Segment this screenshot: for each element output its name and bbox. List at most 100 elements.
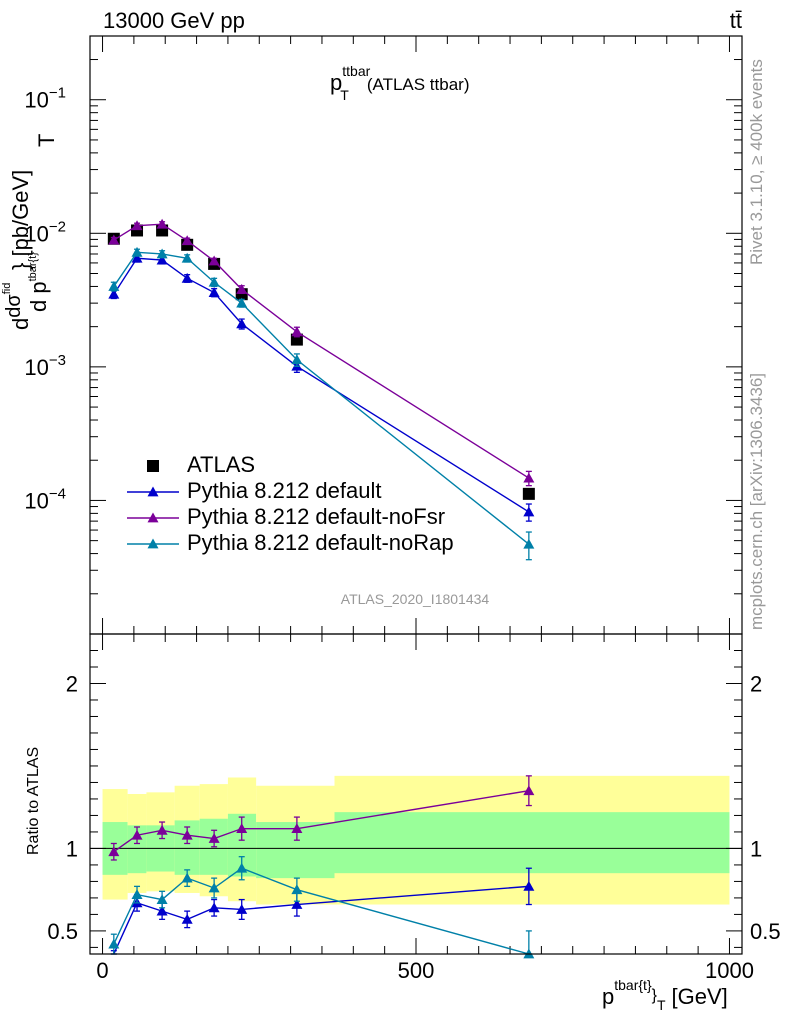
ratio-data-point (291, 899, 303, 909)
main-data-point (156, 218, 168, 229)
legend-square-marker (147, 460, 159, 472)
main-data-point (156, 248, 168, 259)
main-data-point (131, 220, 143, 231)
ratio-data-point (156, 905, 168, 916)
main-data-point (291, 326, 303, 337)
main-y-axis-label: ddσfid d ptbar{t} } [pb/GeV] T (1, 134, 59, 330)
legend-triangle-marker (147, 486, 159, 497)
legend-entry-nofsr: Pythia 8.212 default-noFsr (127, 504, 445, 529)
ratio-data-point (208, 882, 220, 893)
main-data-point (181, 235, 193, 246)
svg-text:} [pb/GeV]: } [pb/GeV] (8, 170, 33, 270)
mcplots-text: mcplots.cern.ch [arXiv:1306.3436] (747, 373, 766, 630)
main-data-point (236, 318, 248, 329)
main-series-line (113, 257, 530, 513)
main-series-atlas (107, 224, 535, 500)
ratio-y-axis-label: Ratio to ATLAS (25, 747, 42, 855)
ratio-data-point (523, 785, 535, 796)
ratio-data-point (236, 862, 248, 873)
main-data-point (181, 272, 193, 283)
ratio-data-point (236, 903, 248, 914)
main-y-tick-label: 10−2 (24, 218, 66, 246)
ratio-y-tick-label: 0.5 (47, 919, 78, 944)
ratio-series-group (108, 775, 535, 959)
svg-text:10−1: 10−1 (24, 85, 66, 113)
x-tick-label: 0 (96, 958, 108, 983)
svg-text:10−4: 10−4 (24, 485, 66, 513)
ratio-data-point (291, 884, 303, 895)
main-series-line (113, 223, 530, 479)
main-series-group (107, 218, 535, 561)
main-data-point (523, 538, 535, 549)
legend-triangle-marker (147, 512, 159, 523)
main-data-point (523, 506, 535, 517)
main-data-point (181, 252, 193, 263)
ratio-data-point (131, 829, 143, 840)
svg-text:Pythia 8.212 default-noFsr: Pythia 8.212 default-noFsr (187, 504, 445, 529)
process-label: tt̄ (730, 8, 742, 33)
legend-marker (127, 538, 179, 549)
main-data-point (156, 254, 168, 265)
main-data-point (108, 234, 120, 245)
svg-text:T: T (34, 134, 59, 147)
legend-marker (127, 512, 179, 523)
svg-text:Pythia 8.212 default: Pythia 8.212 default (187, 478, 381, 503)
main-data-point (236, 283, 248, 294)
legend-entry-atlas: ATLAS (147, 452, 255, 477)
ratio-y-tick-label-right: 0.5 (750, 919, 781, 944)
svg-text:d ptbar{t}: d ptbar{t} (26, 252, 51, 312)
main-y-tick-label: 10−4 (24, 485, 66, 513)
main-data-point (108, 280, 120, 291)
main-data-point (131, 252, 143, 263)
main-data-point (131, 246, 143, 257)
ratio-data-point (108, 938, 120, 949)
legend-marker (147, 460, 159, 472)
main-data-point (522, 487, 535, 500)
ratio-series-default (110, 867, 535, 955)
ratio-y-tick-label: 1 (66, 836, 78, 861)
x-tick-label: 1000 (705, 958, 754, 983)
ratio-data-point (181, 913, 193, 924)
main-series-norap (108, 246, 535, 561)
ratio-data-point (156, 824, 168, 835)
ratio-data-point (208, 833, 220, 843)
plot-title: pttbar T(ATLAS ttbar) (330, 63, 469, 103)
ratio-data-point (208, 902, 220, 913)
legend-marker (127, 486, 179, 497)
main-y-tick-label: 10−3 (24, 352, 66, 380)
ratio-y-tick-label-right: 2 (750, 671, 762, 696)
svg-text:Pythia 8.212 default-noRap: Pythia 8.212 default-noRap (187, 530, 454, 555)
main-data-point (236, 297, 248, 308)
main-axis-ticks (90, 36, 742, 635)
ratio-band-inner (334, 812, 730, 874)
legend-triangle-marker (147, 538, 159, 549)
svg-text:ddσfid: ddσfid (1, 283, 33, 330)
analysis-watermark: ATLAS_2020_I1801434 (341, 591, 490, 607)
ratio-series-line (113, 867, 530, 955)
ratio-frame (89, 633, 743, 955)
ratio-band-inner (127, 825, 147, 874)
main-data-point (108, 288, 120, 299)
legend-entry-default: Pythia 8.212 default (127, 478, 381, 503)
svg-text:10−2: 10−2 (24, 218, 66, 246)
svg-text:ATLAS: ATLAS (187, 452, 255, 477)
ratio-y-tick-label-right: 1 (750, 836, 762, 861)
ratio-data-point (156, 894, 168, 904)
ratio-panel: 0.5 1 2 0.5 1 2 0 500 1000 Ratio to ATLA… (25, 633, 781, 1013)
main-data-point (208, 287, 220, 297)
x-axis-label: ptbar{t}}T [GeV] (602, 977, 728, 1013)
main-data-point (208, 276, 220, 287)
ratio-data-point (291, 823, 303, 834)
ratio-data-point (131, 889, 143, 900)
ratio-data-point (108, 846, 120, 857)
ratio-data-point (181, 872, 193, 883)
ratio-series-line (113, 885, 529, 955)
main-panel: 10−1 10−2 10−3 10−4 pttbar T(ATLAS ttbar)… (1, 35, 743, 635)
ratio-series-line (113, 790, 529, 853)
main-data-point (208, 255, 220, 266)
main-data-point (291, 354, 303, 365)
ratio-series-nofsr (108, 775, 535, 861)
legend-entry-norap: Pythia 8.212 default-noRap (127, 530, 454, 555)
ratio-axis-ticks (90, 634, 742, 954)
